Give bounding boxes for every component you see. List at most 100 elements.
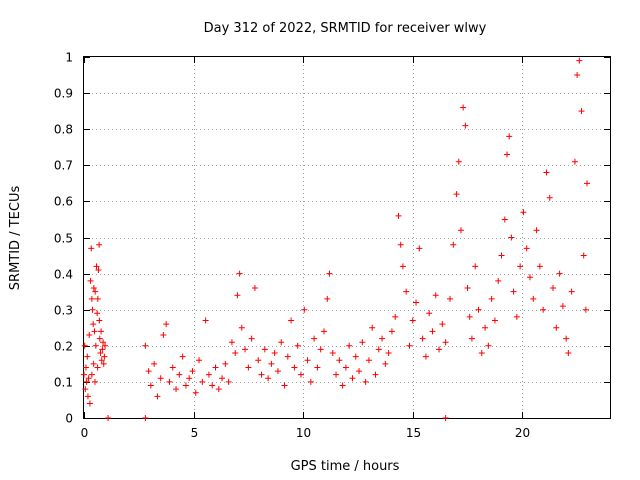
data-point — [464, 285, 471, 292]
data-point — [297, 371, 304, 378]
data-point — [169, 364, 176, 371]
data-point — [248, 335, 255, 342]
data-point — [460, 104, 467, 111]
data-point — [403, 288, 410, 295]
data-point — [145, 368, 152, 375]
data-point — [196, 357, 203, 364]
data-point — [91, 378, 98, 385]
data-point — [369, 324, 376, 331]
data-point — [82, 364, 89, 371]
data-point — [419, 335, 426, 342]
y-tick-label: 0.5 — [54, 232, 73, 246]
data-point — [101, 353, 108, 360]
data-point — [102, 342, 109, 349]
data-point — [219, 375, 226, 382]
data-point — [447, 295, 454, 302]
data-point — [154, 393, 161, 400]
x-tick-label: 20 — [515, 426, 530, 440]
data-point — [105, 415, 112, 421]
data-point — [533, 227, 540, 234]
data-point — [86, 331, 93, 338]
data-point — [92, 342, 99, 349]
data-point — [88, 245, 95, 252]
data-point — [160, 331, 167, 338]
x-tick-label: 15 — [406, 426, 421, 440]
data-point — [574, 72, 581, 79]
data-point — [225, 378, 232, 385]
y-tick-label: 0.1 — [54, 376, 73, 390]
data-point — [96, 317, 103, 324]
data-point — [543, 169, 550, 176]
data-point — [568, 288, 575, 295]
data-point — [87, 277, 94, 284]
data-point — [255, 357, 262, 364]
data-point — [320, 328, 327, 335]
data-point — [163, 321, 170, 328]
data-point — [342, 364, 349, 371]
data-point — [84, 353, 91, 360]
data-point — [294, 342, 301, 349]
data-point — [182, 382, 189, 389]
chart-title: Day 312 of 2022, SRMTID for receiver wlw… — [204, 21, 487, 36]
data-point — [324, 295, 331, 302]
data-point — [301, 306, 308, 313]
data-point — [346, 342, 353, 349]
data-point — [571, 158, 578, 165]
data-point — [439, 321, 446, 328]
data-point — [91, 328, 98, 335]
data-point — [99, 346, 106, 353]
data-point — [281, 382, 288, 389]
data-point — [556, 270, 563, 277]
data-point — [93, 263, 100, 270]
data-point — [395, 212, 402, 219]
data-point — [553, 324, 560, 331]
plot-frame — [83, 56, 611, 419]
data-point — [382, 360, 389, 367]
data-point — [576, 57, 583, 64]
y-tick-label: 0.6 — [54, 195, 73, 209]
data-point — [228, 339, 235, 346]
data-point — [202, 317, 209, 324]
data-point — [442, 415, 449, 421]
data-point — [81, 342, 88, 349]
data-point — [339, 382, 346, 389]
data-point — [559, 303, 566, 310]
data-point — [157, 375, 164, 382]
data-point — [356, 368, 363, 375]
data-point — [563, 335, 570, 342]
data-point — [82, 386, 89, 393]
data-point — [372, 371, 379, 378]
data-point — [583, 180, 590, 187]
data-point — [513, 313, 520, 320]
data-point — [271, 350, 278, 357]
data-point — [422, 353, 429, 360]
data-point — [90, 285, 97, 292]
data-point — [413, 299, 420, 306]
data-point — [173, 386, 180, 393]
data-point — [97, 350, 104, 357]
data-point — [546, 194, 553, 201]
data-point — [498, 252, 505, 259]
y-axis-label: SRMTID / TECUs — [8, 186, 23, 291]
data-point — [485, 342, 492, 349]
data-point — [565, 350, 572, 357]
data-point — [336, 357, 343, 364]
data-point — [288, 317, 295, 324]
data-point — [426, 310, 433, 317]
y-tick-label: 0.7 — [54, 159, 73, 173]
data-point — [304, 357, 311, 364]
data-point — [530, 295, 537, 302]
data-point — [205, 371, 212, 378]
data-point — [291, 364, 298, 371]
data-point — [503, 151, 510, 158]
data-point — [432, 292, 439, 299]
data-point — [536, 263, 543, 270]
data-point — [258, 371, 265, 378]
data-point — [151, 360, 158, 367]
data-point — [388, 328, 395, 335]
data-point — [429, 328, 436, 335]
data-point — [84, 393, 91, 400]
data-point — [268, 360, 275, 367]
data-point — [278, 339, 285, 346]
data-point — [375, 346, 382, 353]
